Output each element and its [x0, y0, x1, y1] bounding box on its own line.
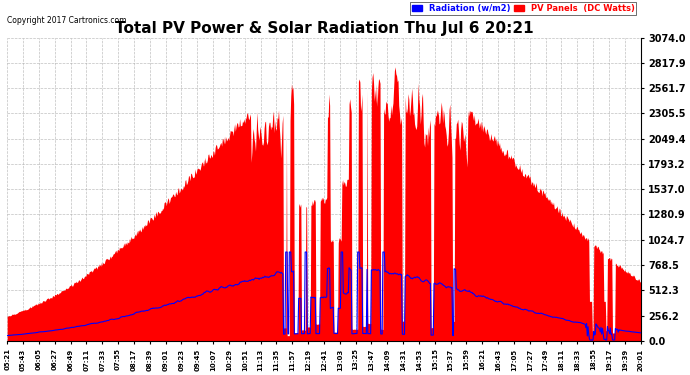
Text: Copyright 2017 Cartronics.com: Copyright 2017 Cartronics.com: [7, 16, 127, 26]
Legend: Radiation (w/m2), PV Panels  (DC Watts): Radiation (w/m2), PV Panels (DC Watts): [410, 2, 636, 15]
Title: Total PV Power & Solar Radiation Thu Jul 6 20:21: Total PV Power & Solar Radiation Thu Jul…: [115, 21, 533, 36]
